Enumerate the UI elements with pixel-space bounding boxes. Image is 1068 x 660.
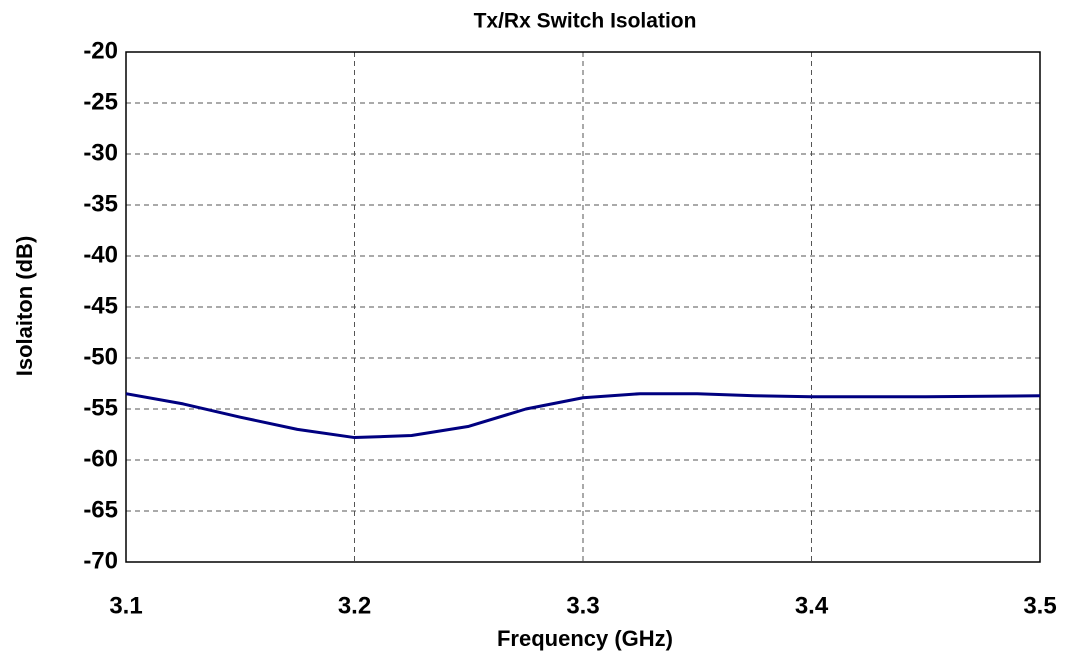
y-tick-label: -70 bbox=[83, 547, 118, 574]
y-tick-label: -30 bbox=[83, 139, 118, 166]
x-tick-label: 3.3 bbox=[566, 592, 599, 619]
y-tick-label: -65 bbox=[83, 496, 118, 523]
y-axis-title: Isolaiton (dB) bbox=[12, 236, 37, 377]
x-tick-label: 3.4 bbox=[795, 592, 829, 619]
y-tick-label: -60 bbox=[83, 445, 118, 472]
x-tick-label: 3.2 bbox=[338, 592, 371, 619]
x-tick-label: 3.5 bbox=[1023, 592, 1056, 619]
data-line bbox=[125, 392, 1041, 440]
y-tick-label: -50 bbox=[83, 343, 118, 370]
y-tick-label: -45 bbox=[83, 292, 118, 319]
x-tick-label: 3.1 bbox=[109, 592, 142, 619]
y-tick-label: -20 bbox=[83, 37, 118, 64]
y-tick-label: -35 bbox=[83, 190, 118, 217]
y-tick-label: -25 bbox=[83, 88, 118, 115]
y-tick-label: -40 bbox=[83, 241, 118, 268]
y-tick-label: -55 bbox=[83, 394, 118, 421]
plot-frame bbox=[125, 51, 1041, 563]
chart-title: Tx/Rx Switch Isolation bbox=[474, 10, 697, 33]
x-axis-title: Frequency (GHz) bbox=[497, 626, 673, 651]
